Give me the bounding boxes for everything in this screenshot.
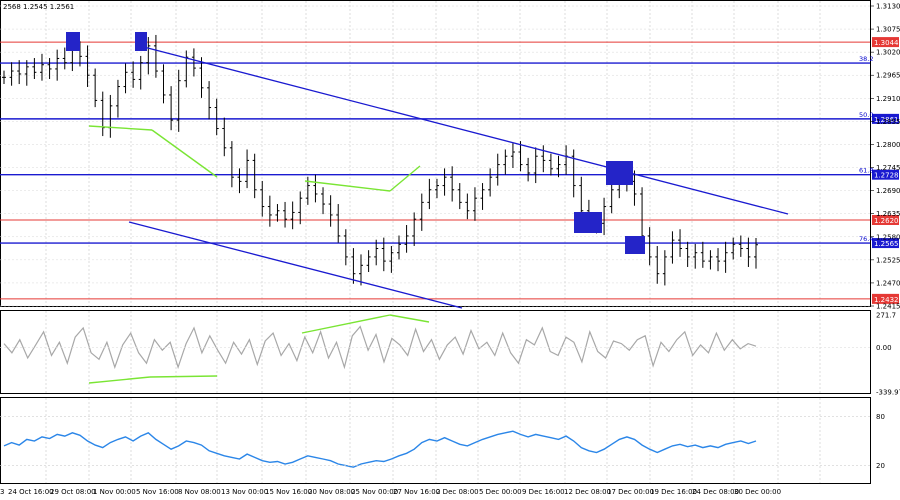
divergence-line <box>88 125 153 131</box>
date-label: 29 Oct 08:00 <box>50 488 96 496</box>
date-label: 30 Dec 00:00 <box>734 488 781 496</box>
cci-divergence-line <box>301 314 391 334</box>
date-label: 25 Nov 00:00 <box>351 488 398 496</box>
date-label: 3 <box>0 488 4 496</box>
date-label: 17 Dec 00:00 <box>607 488 654 496</box>
level-label: 1.2432 <box>874 296 899 304</box>
pattern-marker <box>574 212 602 233</box>
cci-divergence-line <box>389 314 430 323</box>
price-tick-label: 1.2745 <box>876 164 900 172</box>
date-label: 20 Nov 08:00 <box>308 488 355 496</box>
date-label: 19 Dec 16:00 <box>650 488 697 496</box>
price-tick-label: 1.3020 <box>876 49 900 57</box>
pattern-marker <box>606 161 633 185</box>
level-label-bg <box>872 37 899 48</box>
cci-indicator: 271.7 0.00 -339.978 <box>0 312 900 397</box>
level-label-bg <box>872 169 899 180</box>
level-label-bg <box>872 293 899 304</box>
cci-divergence-line <box>88 376 151 384</box>
level-label-bg <box>872 238 899 249</box>
date-label: 24 Oct 16:00 <box>8 488 54 496</box>
date-label: 1 Nov 00:00 <box>93 488 136 496</box>
fib-label: 50.0 <box>859 111 873 119</box>
date-label: 9 Dec 16:00 <box>522 488 565 496</box>
price-tick-label: 1.2855 <box>876 118 900 126</box>
level-label-bg <box>872 113 899 124</box>
date-label: 15 Nov 16:00 <box>265 488 312 496</box>
ohlc-readout: 2568 1.2545 1.2561 <box>3 3 74 11</box>
pattern-marker <box>135 32 147 51</box>
level-label: 1.3044 <box>874 39 899 47</box>
cci-panel-frame <box>0 310 871 394</box>
price-axis: 1.31301.30751.30201.29651.29101.28551.28… <box>870 3 900 311</box>
divergence-line <box>304 180 391 192</box>
price-tick-label: 1.2415 <box>876 303 900 311</box>
pattern-marker <box>625 236 645 254</box>
price-tick-label: 1.3130 <box>876 3 900 11</box>
price-tick-label: 1.3075 <box>876 26 900 34</box>
cci-line <box>3 325 757 370</box>
divergence-line <box>389 165 421 192</box>
price-tick-label: 1.2635 <box>876 210 900 218</box>
level-label: 1.2728 <box>874 172 899 180</box>
date-label: 24 Dec 08:00 <box>692 488 739 496</box>
rsi-tick-label: 20 <box>876 462 885 470</box>
cci-tick-label: 271.7 <box>876 312 896 320</box>
rsi-tick-label: 80 <box>876 413 885 421</box>
price-tick-label: 1.2910 <box>876 95 900 103</box>
fib-label: 38.2 <box>859 55 873 63</box>
price-tick-label: 1.2470 <box>876 279 900 287</box>
cci-tick-label: -339.978 <box>876 389 900 397</box>
fib-label: 61.8 <box>859 167 873 175</box>
date-label: 5 Dec 00:00 <box>479 488 522 496</box>
date-label: 27 Nov 16:00 <box>393 488 440 496</box>
price-tick-label: 1.2525 <box>876 256 900 264</box>
price-tick-label: 1.2690 <box>876 187 900 195</box>
date-label: 2 Dec 08:00 <box>436 488 479 496</box>
date-label: 12 Dec 08:00 <box>564 488 611 496</box>
price-tick-label: 1.2800 <box>876 141 900 149</box>
level-label: 1.2620 <box>874 217 899 225</box>
trendline-upper <box>139 45 789 215</box>
price-tick-label: 1.2580 <box>876 233 900 241</box>
drawings <box>66 32 789 309</box>
price-bars <box>2 34 758 286</box>
grid-layer <box>0 1 870 483</box>
price-tick-label: 1.2965 <box>876 72 900 80</box>
trendline-lower <box>128 221 463 309</box>
date-label: 13 Nov 00:00 <box>221 488 268 496</box>
level-label: 1.2861 <box>874 116 899 124</box>
date-label: 5 Nov 16:00 <box>136 488 179 496</box>
cci-tick-label: 0.00 <box>876 344 892 352</box>
date-label: 8 Nov 08:00 <box>178 488 221 496</box>
rsi-line <box>3 430 757 468</box>
divergence-line <box>151 129 218 178</box>
fib-label: 76.4 <box>859 235 873 243</box>
rsi-indicator: 80 20 <box>0 413 885 470</box>
pattern-marker <box>66 32 80 51</box>
level-label: 1.2565 <box>874 240 899 248</box>
cci-divergence-line <box>149 375 218 378</box>
level-label-bg <box>872 214 899 225</box>
